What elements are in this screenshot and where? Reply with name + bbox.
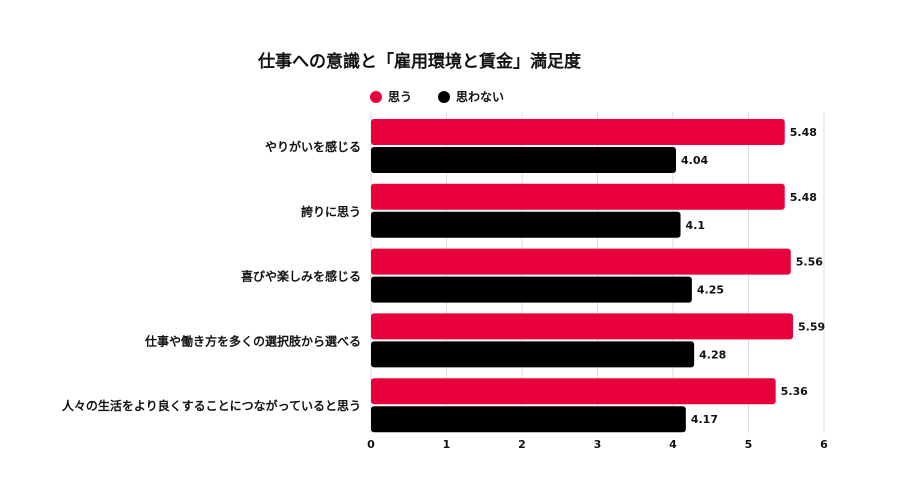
chart-title: 仕事への意識と「雇用環境と賃金」満足度	[258, 52, 581, 72]
x-tick-label-3: 3	[594, 438, 602, 451]
legend: 思う 思わない	[370, 88, 530, 105]
data-label-0-2: 5.56	[796, 256, 823, 269]
x-tick-label-5: 5	[745, 438, 753, 451]
x-tick-label-6: 6	[820, 438, 828, 451]
bar-agree-2	[371, 248, 791, 275]
category-label-4: 人々の生活をより良くすることにつながっていると思う	[62, 398, 361, 413]
x-tick-label-2: 2	[518, 438, 526, 451]
legend-swatch-agree	[370, 90, 382, 103]
x-tick-label-0: 0	[367, 438, 375, 451]
bar-agree-3	[371, 313, 794, 340]
x-tick-label-4: 4	[669, 438, 677, 451]
legend-item-disagree: 思わない	[438, 88, 504, 105]
bar-agree-0	[371, 119, 785, 145]
bar-disagree-2	[371, 276, 692, 303]
category-label-0: やりがいを感じる	[265, 139, 361, 154]
category-label-1: 誇りに思う	[301, 204, 361, 219]
x-tick-label-1: 1	[443, 438, 451, 451]
legend-swatch-disagree	[438, 90, 451, 103]
bar-disagree-1	[371, 211, 681, 238]
legend-item-agree: 思う	[370, 88, 412, 105]
bar-disagree-4	[371, 406, 686, 433]
bar-agree-4	[371, 378, 776, 405]
data-label-1-3: 4.28	[699, 348, 726, 361]
data-label-1-2: 4.25	[697, 284, 724, 297]
data-label-0-4: 5.36	[781, 385, 808, 398]
bar-disagree-0	[371, 147, 677, 173]
legend-label-disagree: 思わない	[456, 90, 505, 104]
data-label-1-0: 4.04	[681, 154, 708, 167]
category-label-3: 仕事や働き方を多くの選択肢から選べる	[144, 333, 361, 348]
data-label-0-3: 5.59	[798, 320, 825, 333]
data-label-0-0: 5.48	[790, 126, 817, 139]
bar-agree-1	[371, 183, 785, 210]
data-label-0-1: 5.48	[790, 191, 817, 204]
bar-disagree-3	[371, 341, 695, 368]
legend-label-agree: 思う	[388, 90, 413, 104]
data-label-1-4: 4.17	[691, 413, 718, 426]
category-label-2: 喜びや楽しみを感じる	[241, 269, 361, 284]
data-label-1-1: 4.1	[686, 219, 706, 232]
